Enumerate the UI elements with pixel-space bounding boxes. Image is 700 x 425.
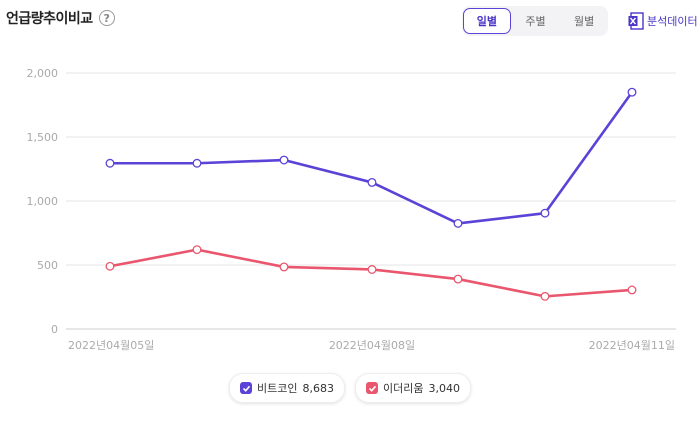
y-tick-label: 2,000	[27, 67, 59, 80]
legend-value: 8,683	[302, 381, 335, 395]
data-point	[105, 158, 115, 168]
tab-monthly[interactable]: 월별	[574, 15, 595, 28]
tab-daily[interactable]: 일별	[463, 8, 511, 34]
x-tick-label: 2022년04월05일	[68, 338, 154, 352]
data-point	[279, 155, 289, 165]
legend-label: 이더리움	[383, 382, 424, 395]
data-point	[627, 285, 637, 295]
data-point	[192, 245, 202, 255]
data-point	[627, 87, 637, 97]
y-tick-label: 0	[51, 323, 58, 336]
y-tick-label: 500	[37, 259, 58, 272]
y-tick-label: 1,000	[27, 195, 59, 208]
data-point	[453, 218, 463, 228]
chart-legend: 비트코인 8,683 이더리움 3,040	[0, 373, 700, 403]
page-title: 언급량추이비교	[6, 11, 93, 27]
checkbox-checked-icon[interactable]	[240, 382, 253, 394]
data-point	[367, 177, 377, 187]
chart-header: 언급량추이비교 ?	[6, 8, 115, 28]
y-tick-label: 1,500	[27, 131, 59, 144]
excel-icon	[628, 12, 644, 30]
legend-value: 3,040	[428, 381, 460, 395]
checkbox-checked-icon[interactable]	[366, 382, 378, 394]
data-point	[279, 262, 289, 272]
analysis-data-label: 분석데이터	[647, 15, 698, 28]
data-point	[367, 265, 377, 274]
analysis-data-button[interactable]: 분석데이터	[628, 12, 698, 30]
legend-item[interactable]: 이더리움 3,040	[355, 373, 471, 403]
series-line	[110, 91, 634, 225]
data-point	[105, 261, 115, 271]
line-chart: 0 500 1,000 1,500 2,000 2022년04월05일 2022년04월08…	[27, 67, 676, 352]
data-point	[453, 274, 463, 284]
period-toggle: 일별 주별 월별	[462, 6, 608, 36]
data-point	[540, 291, 550, 301]
question-circle-icon[interactable]: ?	[98, 10, 115, 26]
x-tick-label: 2022년04월08일	[329, 338, 415, 352]
data-point	[540, 208, 550, 218]
x-tick-label: 2022년04월11일	[589, 338, 675, 352]
tab-weekly[interactable]: 주별	[525, 15, 546, 28]
legend-item[interactable]: 비트코인 8,683	[229, 373, 345, 403]
legend-label: 비트코인	[257, 382, 298, 395]
data-point	[192, 158, 202, 168]
